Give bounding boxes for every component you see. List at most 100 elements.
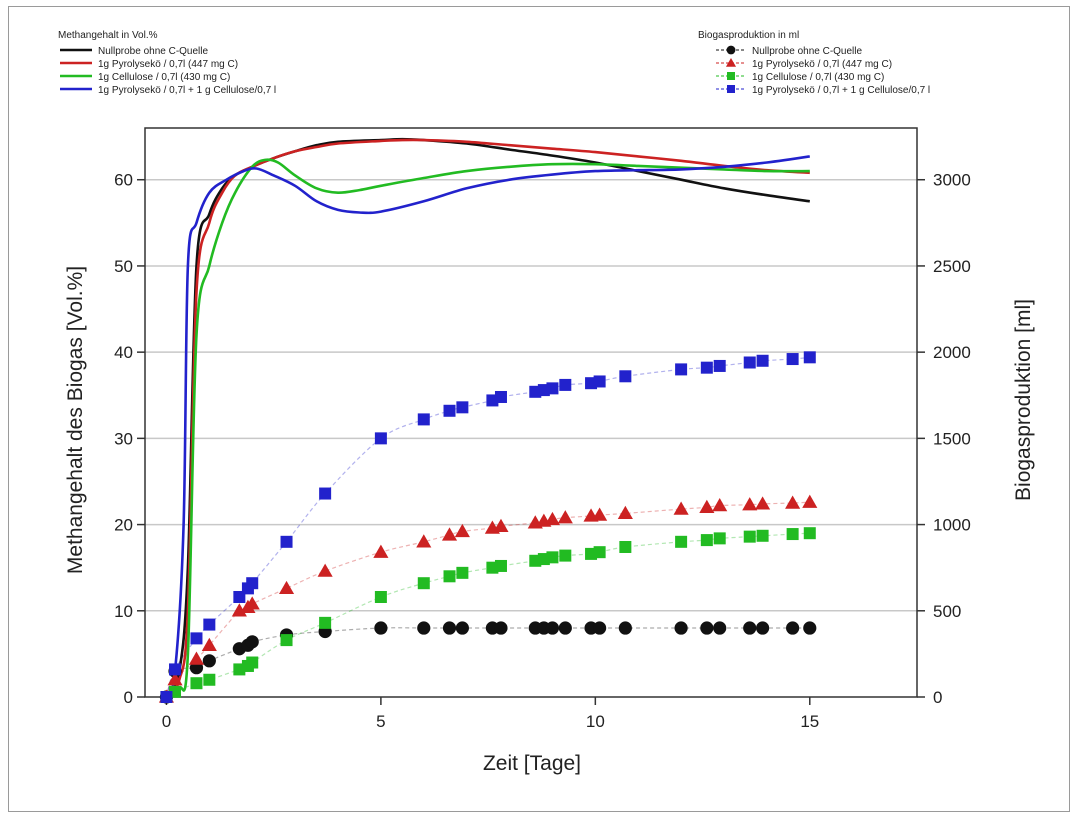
biogas-point [246, 656, 259, 669]
y-left-tick-label: 20 [114, 516, 133, 535]
biogas-point [417, 577, 430, 590]
biogas-point [494, 390, 507, 403]
biogas-point [756, 621, 770, 635]
biogas-point [592, 507, 608, 521]
biogas-trend-line-0 [165, 627, 810, 698]
biogas-point [674, 621, 688, 635]
biogas-point [246, 577, 259, 590]
y-right-tick-label: 2500 [933, 257, 971, 276]
biogas-point [675, 363, 688, 376]
biogas-point [712, 498, 728, 512]
biogas-point [786, 528, 799, 541]
biogas-point [454, 523, 470, 538]
y-right-tick-label: 500 [933, 602, 961, 621]
biogas-point [619, 540, 632, 553]
biogas-point [417, 413, 430, 426]
biogas-point [675, 535, 688, 548]
biogas-point [786, 353, 799, 366]
biogas-point [593, 546, 606, 559]
biogas-trend-line-2 [166, 532, 810, 698]
biogas-point [169, 663, 182, 676]
biogas-point [786, 621, 800, 635]
biogas-point [231, 603, 247, 617]
methane-line-3 [165, 155, 810, 698]
legend-right-marker [727, 85, 735, 93]
biogas-point [593, 621, 607, 635]
biogas-point [280, 634, 293, 647]
y-right-tick-label: 1500 [933, 429, 971, 448]
biogas-point [557, 510, 573, 524]
biogas-point [545, 621, 560, 635]
axes: 0 5 10 15 0 10 20 30 40 50 60 0 500 1000 1500 2000 2500 3… [114, 171, 971, 731]
biogas-point [618, 621, 632, 635]
biogas-point [546, 382, 559, 395]
x-tick-label: 15 [800, 712, 819, 731]
biogas-point [188, 651, 205, 665]
y-left-tick-label: 30 [114, 429, 133, 448]
y-left-tick-label: 40 [114, 343, 133, 362]
legend-right: Nullprobe ohne C-Quelle 1g Pyrolysekö / 0… [716, 45, 930, 96]
biogas-point [494, 621, 508, 635]
biogas-point [558, 621, 572, 635]
biogas-point [443, 404, 456, 417]
biogas-point [713, 621, 727, 635]
legend-right-marker [727, 72, 735, 80]
biogas-point [201, 637, 217, 651]
legend-right-title: Biogasproduktion in ml [698, 30, 799, 41]
biogas-point [742, 497, 758, 511]
x-tick-label: 10 [586, 712, 605, 731]
legend-right-label: 1g Pyrolysekö / 0,7l + 1 g Cellulose/0,7… [752, 85, 930, 96]
y-right-tick-label: 3000 [933, 171, 971, 190]
biogas-point [203, 618, 216, 631]
biogas-point [802, 494, 818, 508]
biogas-point [700, 534, 713, 547]
y-right-tick-label: 2000 [933, 343, 971, 362]
biogas-point [743, 530, 756, 543]
biogas-point [280, 535, 293, 548]
biogas-point [494, 559, 507, 572]
biogas-point [756, 354, 769, 367]
biogas-point [374, 621, 388, 635]
legend-right-marker [725, 57, 737, 67]
legend-left-title: Methangehalt in Vol.% [58, 30, 158, 41]
biogas-point [417, 621, 431, 635]
y-right-tick-label: 0 [933, 688, 942, 707]
biogas-point [713, 532, 726, 545]
biogas-point [374, 590, 387, 603]
grid-lines [145, 178, 917, 612]
y-axis-left-title: Methangehalt des Biogas [Vol.%] [64, 266, 87, 574]
biogas-point [442, 621, 457, 635]
biogas-point [317, 563, 333, 577]
biogas-point [160, 691, 173, 703]
biogas-point [756, 529, 769, 542]
methane-line-1 [165, 138, 810, 698]
biogas-point [441, 527, 458, 541]
biogas-markers [158, 351, 818, 704]
y-left-tick-label: 50 [114, 257, 133, 276]
biogas-point [803, 527, 816, 540]
y-left-tick-label: 10 [114, 602, 133, 621]
biogas-point [278, 580, 295, 595]
biogas-point [443, 570, 456, 583]
biogas-point [416, 534, 432, 548]
biogas-point [713, 359, 726, 372]
y-left-tick-label: 60 [114, 171, 133, 190]
biogas-trend-line-3 [165, 356, 810, 698]
biogas-point [190, 632, 203, 645]
biogas-point [617, 505, 633, 520]
y-axis-right-title: Biogasproduktion [ml] [1012, 299, 1035, 501]
biogas-point [619, 370, 632, 383]
biogas-point [456, 566, 469, 579]
biogas-point [700, 361, 713, 374]
y-left-tick-label: 0 [124, 688, 133, 707]
legend-right-label: 1g Pyrolysekö / 0,7l (447 mg C) [752, 59, 892, 70]
legend-right-marker [726, 45, 736, 55]
biogas-point [202, 654, 216, 668]
biogas-point [203, 673, 216, 686]
biogas-point [374, 432, 387, 445]
legend-right-label: Nullprobe ohne C-Quelle [752, 46, 863, 57]
biogas-point [493, 518, 509, 532]
methane-line-2 [165, 158, 810, 699]
biogas-point [167, 672, 183, 686]
biogas-point [700, 621, 714, 635]
